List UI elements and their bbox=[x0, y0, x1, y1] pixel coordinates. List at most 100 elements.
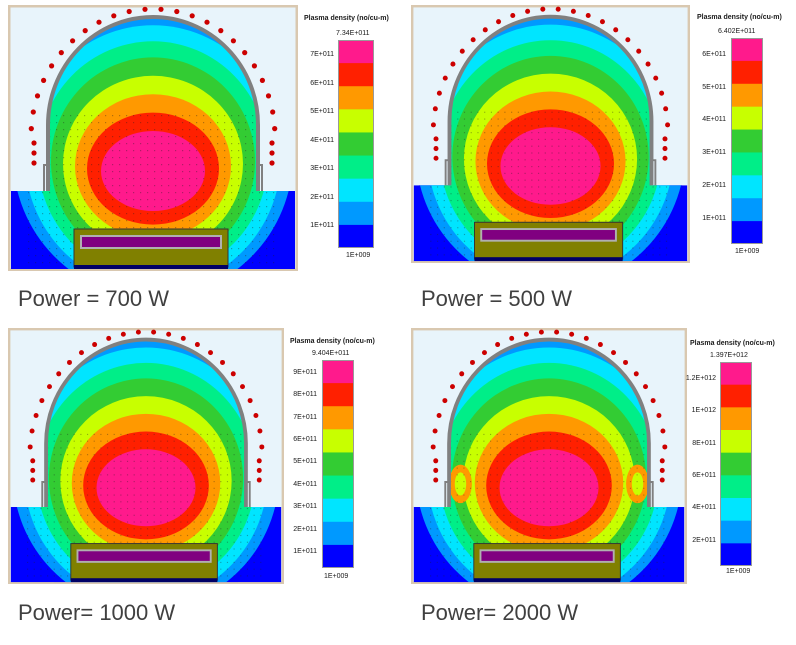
vector-dot bbox=[203, 150, 205, 152]
vector-dot bbox=[503, 454, 505, 456]
vector-dot bbox=[203, 115, 205, 117]
vector-dot bbox=[529, 467, 532, 469]
vector-dot bbox=[112, 199, 114, 201]
vector-dot bbox=[503, 514, 505, 516]
vector-dot bbox=[161, 136, 163, 138]
vector-dot bbox=[27, 528, 29, 530]
vector-dot bbox=[625, 254, 627, 256]
vector-dot bbox=[266, 213, 268, 215]
vector-dot bbox=[226, 467, 229, 469]
vector-dot bbox=[516, 481, 518, 483]
vector-dot bbox=[245, 234, 247, 236]
vector-dot bbox=[112, 157, 114, 159]
vector-dot bbox=[73, 481, 75, 483]
vector-dot bbox=[511, 206, 513, 208]
vector-dot bbox=[643, 507, 645, 510]
vector-dot bbox=[551, 179, 553, 181]
chamber-shoulder bbox=[444, 481, 654, 508]
vector-dot bbox=[56, 220, 58, 222]
coil-dot bbox=[270, 109, 276, 115]
vector-dot bbox=[67, 521, 69, 523]
colorbar-band bbox=[731, 175, 763, 199]
colorbar-tick-label: 8E+011 bbox=[692, 439, 716, 447]
vector-dot bbox=[490, 179, 493, 181]
vector-dot bbox=[113, 521, 115, 523]
vector-dot bbox=[436, 247, 439, 249]
vector-dot bbox=[496, 440, 498, 442]
vector-dot bbox=[470, 561, 472, 564]
vector-dot bbox=[273, 213, 275, 215]
vector-dot bbox=[147, 136, 149, 138]
vector-dot bbox=[252, 241, 254, 243]
vector-dot bbox=[217, 192, 219, 194]
vector-dot bbox=[220, 561, 222, 564]
vector-dot bbox=[98, 199, 100, 201]
vector-dot bbox=[160, 494, 162, 496]
vector-dot bbox=[616, 454, 618, 456]
vector-dot bbox=[56, 178, 58, 180]
vector-dot bbox=[220, 514, 222, 516]
coil-dot bbox=[430, 122, 436, 128]
vector-dot bbox=[497, 213, 499, 215]
vector-dot bbox=[63, 115, 65, 117]
vector-dot bbox=[206, 541, 209, 543]
vector-dot bbox=[193, 541, 195, 543]
vector-dot bbox=[153, 474, 155, 476]
vector-dot bbox=[206, 460, 209, 462]
vector-dot bbox=[253, 514, 255, 516]
vector-dot bbox=[645, 159, 647, 161]
vector-dot bbox=[450, 199, 452, 202]
vector-dot bbox=[105, 220, 107, 222]
vector-dot bbox=[537, 138, 540, 141]
vector-dot bbox=[625, 247, 627, 249]
colorbar bbox=[322, 360, 354, 568]
coil-dot bbox=[30, 458, 36, 464]
vector-dot bbox=[120, 514, 122, 516]
vector-dot bbox=[98, 171, 100, 173]
vector-dot bbox=[470, 159, 472, 161]
vector-dot bbox=[210, 164, 212, 166]
vector-dot bbox=[35, 213, 37, 215]
vector-dot bbox=[80, 534, 82, 537]
vector-dot bbox=[563, 454, 565, 456]
coil-dot bbox=[33, 412, 39, 418]
vector-dot bbox=[618, 172, 620, 174]
vector-dot bbox=[665, 233, 668, 236]
vector-dot bbox=[569, 487, 572, 489]
coil-dot bbox=[78, 350, 84, 356]
vector-dot bbox=[578, 152, 580, 154]
coil-dot bbox=[662, 136, 668, 142]
vector-dot bbox=[213, 494, 215, 496]
vector-dot bbox=[537, 179, 540, 181]
vector-dot bbox=[120, 541, 122, 543]
vector-dot bbox=[233, 460, 235, 462]
vector-dot bbox=[193, 440, 195, 442]
coil-dot bbox=[613, 27, 619, 33]
colorbar-band bbox=[720, 384, 752, 408]
vector-dot bbox=[193, 487, 195, 489]
vector-dot bbox=[91, 122, 93, 124]
vector-dot bbox=[73, 514, 75, 516]
vector-dot bbox=[470, 138, 472, 141]
vector-dot bbox=[645, 125, 647, 127]
vector-dot bbox=[126, 136, 128, 138]
vector-dot bbox=[639, 254, 641, 256]
vector-dot bbox=[113, 507, 115, 510]
vector-dot bbox=[558, 132, 560, 134]
vector-dot bbox=[233, 528, 235, 530]
vector-dot bbox=[203, 220, 205, 222]
vector-dot bbox=[509, 521, 512, 523]
vector-dot bbox=[558, 145, 560, 147]
vector-dot bbox=[470, 152, 472, 154]
vector-dot bbox=[504, 206, 506, 208]
vector-dot bbox=[245, 213, 247, 215]
vector-dot bbox=[645, 138, 647, 141]
colorbar-tick-label: 9E+011 bbox=[293, 368, 317, 376]
vector-dot bbox=[206, 454, 209, 456]
vector-dot bbox=[625, 172, 627, 174]
vector-dot bbox=[609, 494, 612, 496]
vector-dot bbox=[206, 501, 209, 503]
vector-dot bbox=[463, 575, 465, 577]
vector-dot bbox=[623, 507, 625, 510]
vector-dot bbox=[645, 179, 647, 181]
